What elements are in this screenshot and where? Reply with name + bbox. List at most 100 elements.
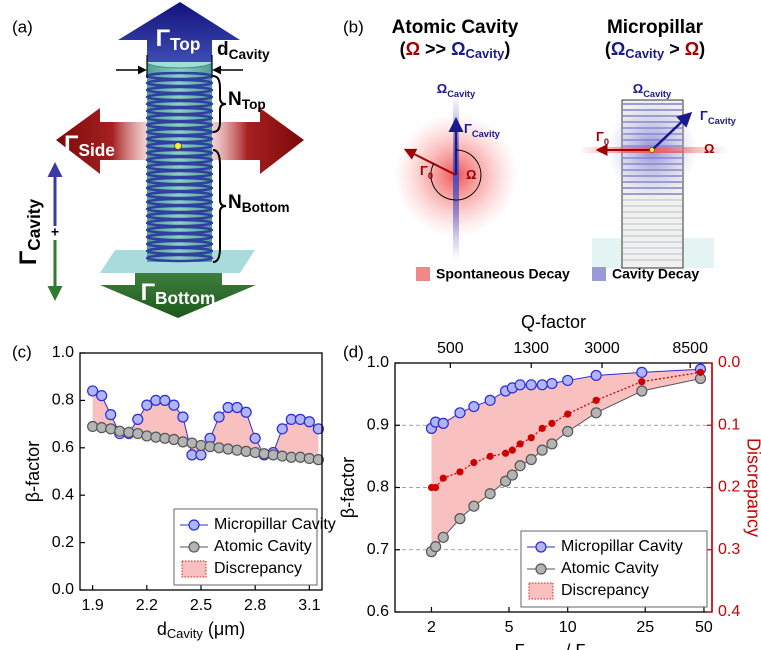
marker [168, 399, 180, 411]
label: Γ0 [596, 129, 609, 147]
marker [312, 454, 324, 466]
legend-label: Discrepancy [214, 560, 302, 577]
label: ΓBottom [141, 279, 216, 307]
marker [240, 406, 252, 418]
y2-tick-label: 0.0 [718, 354, 740, 371]
legend-label: Micropillar Cavity [561, 538, 683, 555]
marker [195, 449, 207, 461]
x-axis-label: ΓCavity / Γ0 [514, 641, 592, 650]
legend-swatch [181, 560, 207, 578]
marker [123, 426, 135, 438]
gamma-cavity-arrow [651, 111, 693, 151]
title-part: ) [699, 39, 705, 59]
label-part: Ω [437, 81, 447, 96]
marker [592, 396, 600, 404]
x-axis-label-part: Cavity [524, 648, 561, 650]
legend-label: Discrepancy [561, 582, 649, 599]
marker [303, 416, 315, 428]
marker [249, 432, 261, 444]
side-arrow-right [210, 108, 304, 174]
label-part: Ω [633, 81, 643, 96]
marker [484, 488, 496, 500]
marker [294, 451, 306, 463]
marker [231, 444, 243, 456]
label: ΓTop [156, 25, 201, 53]
marker [294, 413, 306, 425]
label-part: Cavity [708, 116, 737, 126]
panel-label: (c) [12, 342, 32, 361]
legend-marker [188, 541, 200, 553]
brace-bottom [212, 149, 227, 263]
marker [468, 500, 480, 512]
panel-label: (b) [343, 17, 364, 36]
marker [536, 444, 548, 456]
legend-swatch [528, 582, 554, 600]
title-part: >> [420, 39, 451, 59]
marker [546, 438, 558, 450]
x-tick-label: 2 [427, 619, 436, 636]
y2-axis-label: Discrepancy [743, 438, 761, 537]
label-part: Γ [141, 279, 156, 306]
marker [538, 424, 546, 432]
marker [638, 378, 646, 386]
label-part: 0 [428, 171, 433, 181]
title-part: Ω [611, 39, 625, 59]
label-part: Γ [156, 25, 171, 52]
label: ΩCavity [437, 81, 476, 99]
marker [508, 446, 516, 454]
mirror-stripes [145, 71, 214, 263]
label: + [51, 224, 59, 240]
label-part: Γ [64, 131, 79, 158]
label: Ω [466, 167, 476, 182]
label-part: N [228, 89, 242, 110]
marker [562, 425, 574, 438]
brace-top [212, 75, 227, 133]
label-part: Bottom [155, 288, 215, 308]
label-part: 0 [604, 137, 609, 147]
marker [527, 434, 535, 442]
label-part: Γ [420, 163, 428, 178]
x-axis-label-part: Γ [514, 641, 524, 650]
y-axis-label: β-factor [338, 457, 358, 518]
marker [590, 369, 602, 382]
y-axis-label: β-factor [23, 441, 43, 502]
y2-tick-label: 0.4 [718, 603, 740, 620]
marker [141, 399, 153, 411]
label-part: Bottom [242, 200, 290, 215]
marker [525, 453, 537, 466]
x-tick-label: 50 [695, 619, 713, 636]
label-part: Γ [596, 129, 604, 144]
label-part: Γ [15, 250, 42, 265]
label-part: Top [170, 34, 200, 54]
marker [204, 441, 216, 453]
series-line [431, 378, 701, 552]
marker [132, 427, 144, 440]
cavity-beam [453, 95, 459, 260]
marker [636, 385, 648, 397]
marker [267, 449, 279, 461]
label-part: Cavity [447, 89, 476, 99]
y-tick-label: 0.9 [367, 416, 389, 433]
y-tick-label: 0.2 [52, 534, 74, 551]
marker [456, 468, 464, 476]
title: (ΩCavity > Ω) [605, 39, 705, 62]
y-tick-label: 1.0 [367, 354, 389, 371]
marker [590, 407, 602, 419]
solid-angle-arc [430, 149, 482, 201]
y2-tick-label: 0.2 [718, 479, 740, 496]
y-tick-label: 1.0 [52, 344, 74, 361]
marker [303, 452, 315, 465]
marker [213, 411, 225, 423]
marker [195, 439, 207, 452]
marker [431, 483, 440, 492]
marker [468, 400, 480, 413]
marker [87, 385, 99, 397]
marker [276, 423, 288, 435]
discrepancy-area [431, 369, 701, 552]
marker [429, 541, 442, 553]
title-part: ( [400, 39, 406, 59]
label-part: Γ [700, 108, 708, 123]
y-tick-label: 0.6 [367, 603, 389, 620]
label-part: Γ [464, 121, 472, 136]
